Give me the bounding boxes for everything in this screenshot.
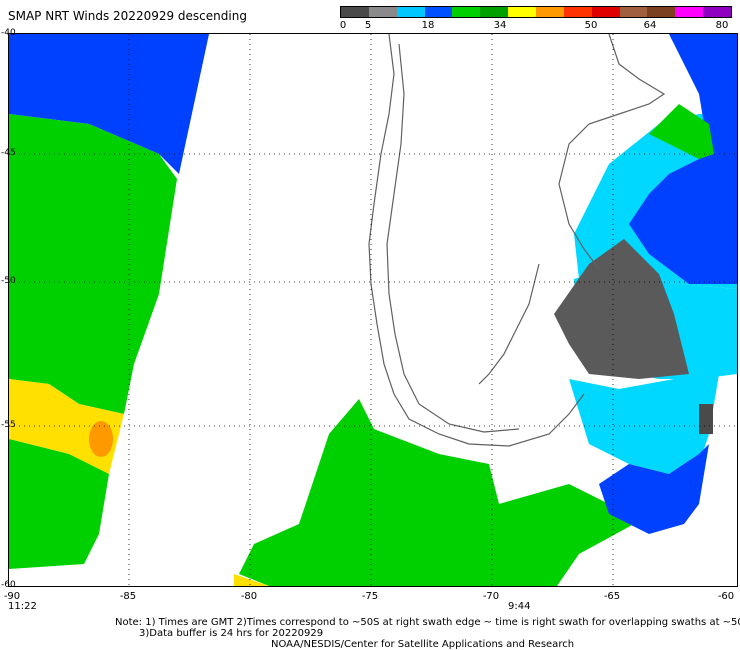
colorbar-label: 80 — [715, 20, 729, 31]
wind-region-yellow — [234, 574, 269, 586]
coastline — [368, 34, 666, 447]
colorbar-segment — [647, 7, 676, 17]
wind-region-calm — [699, 404, 713, 434]
colorbar-label: 0 — [339, 20, 347, 31]
note-line-1: Note: 1) Times are GMT 2)Times correspon… — [115, 617, 740, 628]
colorbar-segment — [396, 7, 426, 17]
wind-region-orange — [89, 421, 113, 457]
x-tick-label: -65 — [603, 591, 621, 602]
x-tick-label: -90 — [3, 591, 21, 602]
wind-speed-colorbar — [340, 6, 732, 18]
x-tick-label: -85 — [119, 591, 137, 602]
colorbar-segment — [563, 7, 593, 17]
x-tick-label: -70 — [482, 591, 500, 602]
wind-region-green — [9, 439, 109, 569]
colorbar-label: 18 — [421, 20, 435, 31]
wind-region-light — [569, 374, 719, 474]
colorbar-segment — [619, 7, 648, 17]
time-label-center: 9:44 — [508, 601, 531, 612]
colorbar-segment — [703, 7, 732, 17]
colorbar-segment — [341, 7, 370, 17]
wind-region-blue — [599, 444, 709, 534]
colorbar-segment — [480, 7, 509, 17]
y-tick-label: -50 — [1, 276, 16, 286]
map-title: SMAP NRT Winds 20220929 descending — [8, 9, 247, 23]
wind-region-blue — [9, 34, 209, 174]
note-line-2: 3)Data buffer is 24 hrs for 20220929 — [139, 628, 324, 639]
wind-region-green — [9, 114, 177, 414]
y-tick-label: -45 — [1, 148, 16, 158]
wind-region-green — [239, 399, 634, 586]
colorbar-label: 64 — [643, 20, 657, 31]
colorbar-segment — [675, 7, 704, 17]
colorbar-segment — [368, 7, 398, 17]
x-tick-label: -80 — [240, 591, 258, 602]
x-tick-label: -60 — [717, 591, 735, 602]
lat-lon-grid — [9, 34, 737, 586]
x-tick-label: -75 — [361, 591, 379, 602]
colorbar-segment — [508, 7, 537, 17]
wind-map-svg — [9, 34, 737, 586]
y-tick-label: -55 — [1, 420, 16, 430]
time-label-left: 11:22 — [8, 601, 37, 612]
colorbar-label: 5 — [364, 20, 372, 31]
colorbar-label: 34 — [493, 20, 507, 31]
note-line-3: NOAA/NESDIS/Center for Satellite Applica… — [271, 639, 575, 650]
y-tick-label: -40 — [1, 28, 16, 38]
wind-region-calm — [554, 239, 689, 379]
colorbar-label: 50 — [584, 20, 598, 31]
colorbar-segment — [452, 7, 481, 17]
wind-region-blue — [629, 34, 737, 284]
wind-region-green — [649, 104, 714, 159]
y-tick-label: -60 — [1, 580, 16, 590]
colorbar-segment — [536, 7, 565, 17]
wind-map — [8, 33, 738, 587]
colorbar-segment — [424, 7, 453, 17]
colorbar-segment — [591, 7, 621, 17]
